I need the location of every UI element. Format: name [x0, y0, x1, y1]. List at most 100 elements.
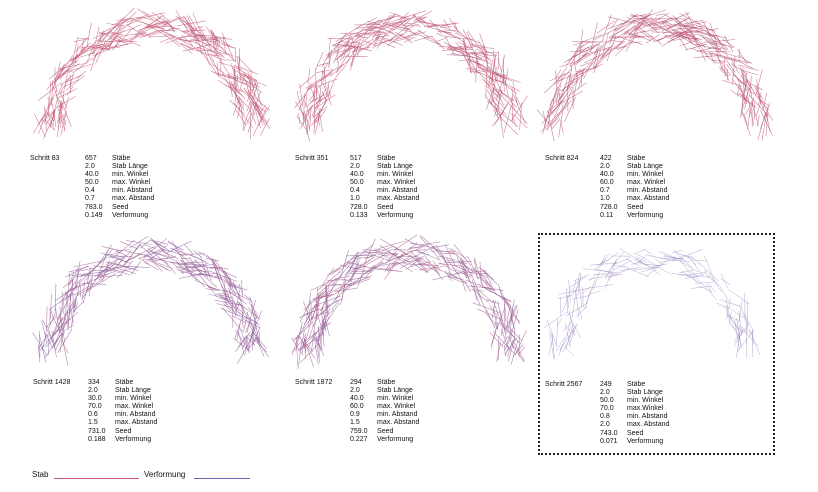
stab-stroke — [467, 30, 486, 57]
stab-stroke — [384, 21, 408, 30]
stab-stroke — [601, 42, 615, 58]
stab-stroke — [757, 111, 766, 141]
parameter-label: Seed — [377, 427, 394, 435]
stab-stroke — [593, 43, 601, 55]
stab-stroke — [242, 337, 247, 350]
stab-stroke — [244, 82, 254, 92]
stab-stroke — [577, 272, 582, 296]
stab-stroke — [259, 118, 270, 136]
stab-stroke — [155, 19, 172, 27]
parameter-value: 2.0 — [350, 387, 360, 395]
stab-stroke — [343, 273, 366, 293]
stab-stroke — [707, 47, 722, 49]
stab-stroke — [439, 262, 459, 274]
stab-stroke — [602, 14, 612, 40]
stab-stroke — [609, 40, 625, 43]
stab-stroke — [404, 238, 418, 246]
stab-stroke — [233, 300, 238, 312]
stab-stroke — [180, 258, 192, 260]
stab-stroke — [486, 90, 497, 106]
stab-stroke — [318, 73, 332, 82]
stab-stroke — [166, 20, 175, 32]
stab-stroke — [311, 97, 321, 117]
stab-stroke — [217, 61, 242, 70]
stab-stroke — [214, 51, 232, 78]
stab-stroke — [581, 46, 611, 56]
stab-stroke — [152, 12, 176, 29]
stab-stroke — [54, 284, 57, 316]
stab-stroke — [73, 299, 77, 313]
stab-stroke — [330, 58, 351, 77]
parameter-value: 657 — [85, 155, 97, 162]
stab-stroke — [515, 330, 527, 356]
stab-stroke — [749, 329, 761, 356]
stab-stroke — [323, 307, 331, 326]
stab-stroke — [668, 36, 687, 38]
stab-stroke — [705, 55, 716, 63]
parameter-label: Stäbe — [115, 379, 134, 386]
stab-stroke — [447, 45, 462, 51]
stab-stroke — [141, 30, 158, 37]
stab-stroke — [698, 261, 719, 282]
stab-stroke — [129, 34, 139, 43]
stab-stroke — [63, 79, 80, 88]
stab-stroke — [232, 291, 251, 301]
stab-stroke — [60, 77, 70, 92]
stab-stroke — [569, 64, 573, 82]
stab-stroke — [633, 249, 646, 255]
stab-stroke — [695, 276, 711, 278]
stab-stroke — [516, 96, 522, 108]
stab-stroke — [753, 92, 769, 110]
parameter-label: Seed — [377, 203, 394, 211]
stab-stroke — [615, 19, 637, 31]
stab-stroke — [504, 327, 507, 339]
stab-stroke — [80, 42, 108, 52]
stab-stroke — [740, 74, 751, 91]
stab-stroke — [469, 42, 497, 57]
stab-stroke — [347, 275, 372, 287]
stab-stroke — [495, 88, 515, 101]
stab-stroke — [562, 90, 583, 104]
stab-stroke — [246, 311, 260, 341]
stab-stroke — [490, 89, 498, 112]
stab-stroke — [324, 70, 333, 77]
parameter-value: 294 — [350, 379, 362, 386]
stab-stroke — [749, 98, 754, 117]
stab-stroke — [741, 108, 747, 126]
stab-stroke — [635, 256, 647, 263]
stab-stroke — [391, 259, 422, 265]
stab-stroke — [236, 323, 241, 341]
stab-stroke — [652, 263, 668, 267]
stab-stroke — [349, 53, 356, 67]
stab-stroke — [387, 261, 397, 273]
stab-stroke — [462, 38, 467, 57]
stab-stroke — [320, 282, 336, 312]
stab-stroke — [164, 260, 176, 275]
stab-stroke — [690, 270, 699, 277]
stab-stroke — [464, 281, 471, 293]
stab-stroke — [297, 334, 316, 359]
legend-stab-label: Stab — [32, 470, 49, 479]
stab-stroke — [682, 254, 694, 259]
stab-stroke — [567, 312, 582, 339]
stab-stroke — [248, 101, 255, 115]
stab-stroke — [107, 25, 122, 51]
stab-stroke — [601, 274, 622, 276]
stab-stroke — [372, 31, 382, 49]
parameter-value: 743.0 — [600, 429, 618, 437]
stab-stroke — [719, 66, 728, 74]
stab-stroke — [137, 8, 154, 21]
stab-stroke — [181, 34, 194, 46]
stab-stroke — [498, 283, 504, 301]
stab-stroke — [60, 110, 67, 136]
stab-stroke — [738, 299, 743, 323]
stab-stroke — [296, 115, 306, 130]
stab-stroke — [687, 28, 697, 44]
stab-stroke — [247, 111, 255, 133]
stab-stroke — [573, 274, 590, 282]
stab-stroke — [393, 234, 418, 252]
stab-stroke — [309, 108, 312, 131]
stab-stroke — [315, 51, 324, 70]
stab-stroke — [715, 48, 723, 71]
stab-stroke — [432, 246, 446, 262]
